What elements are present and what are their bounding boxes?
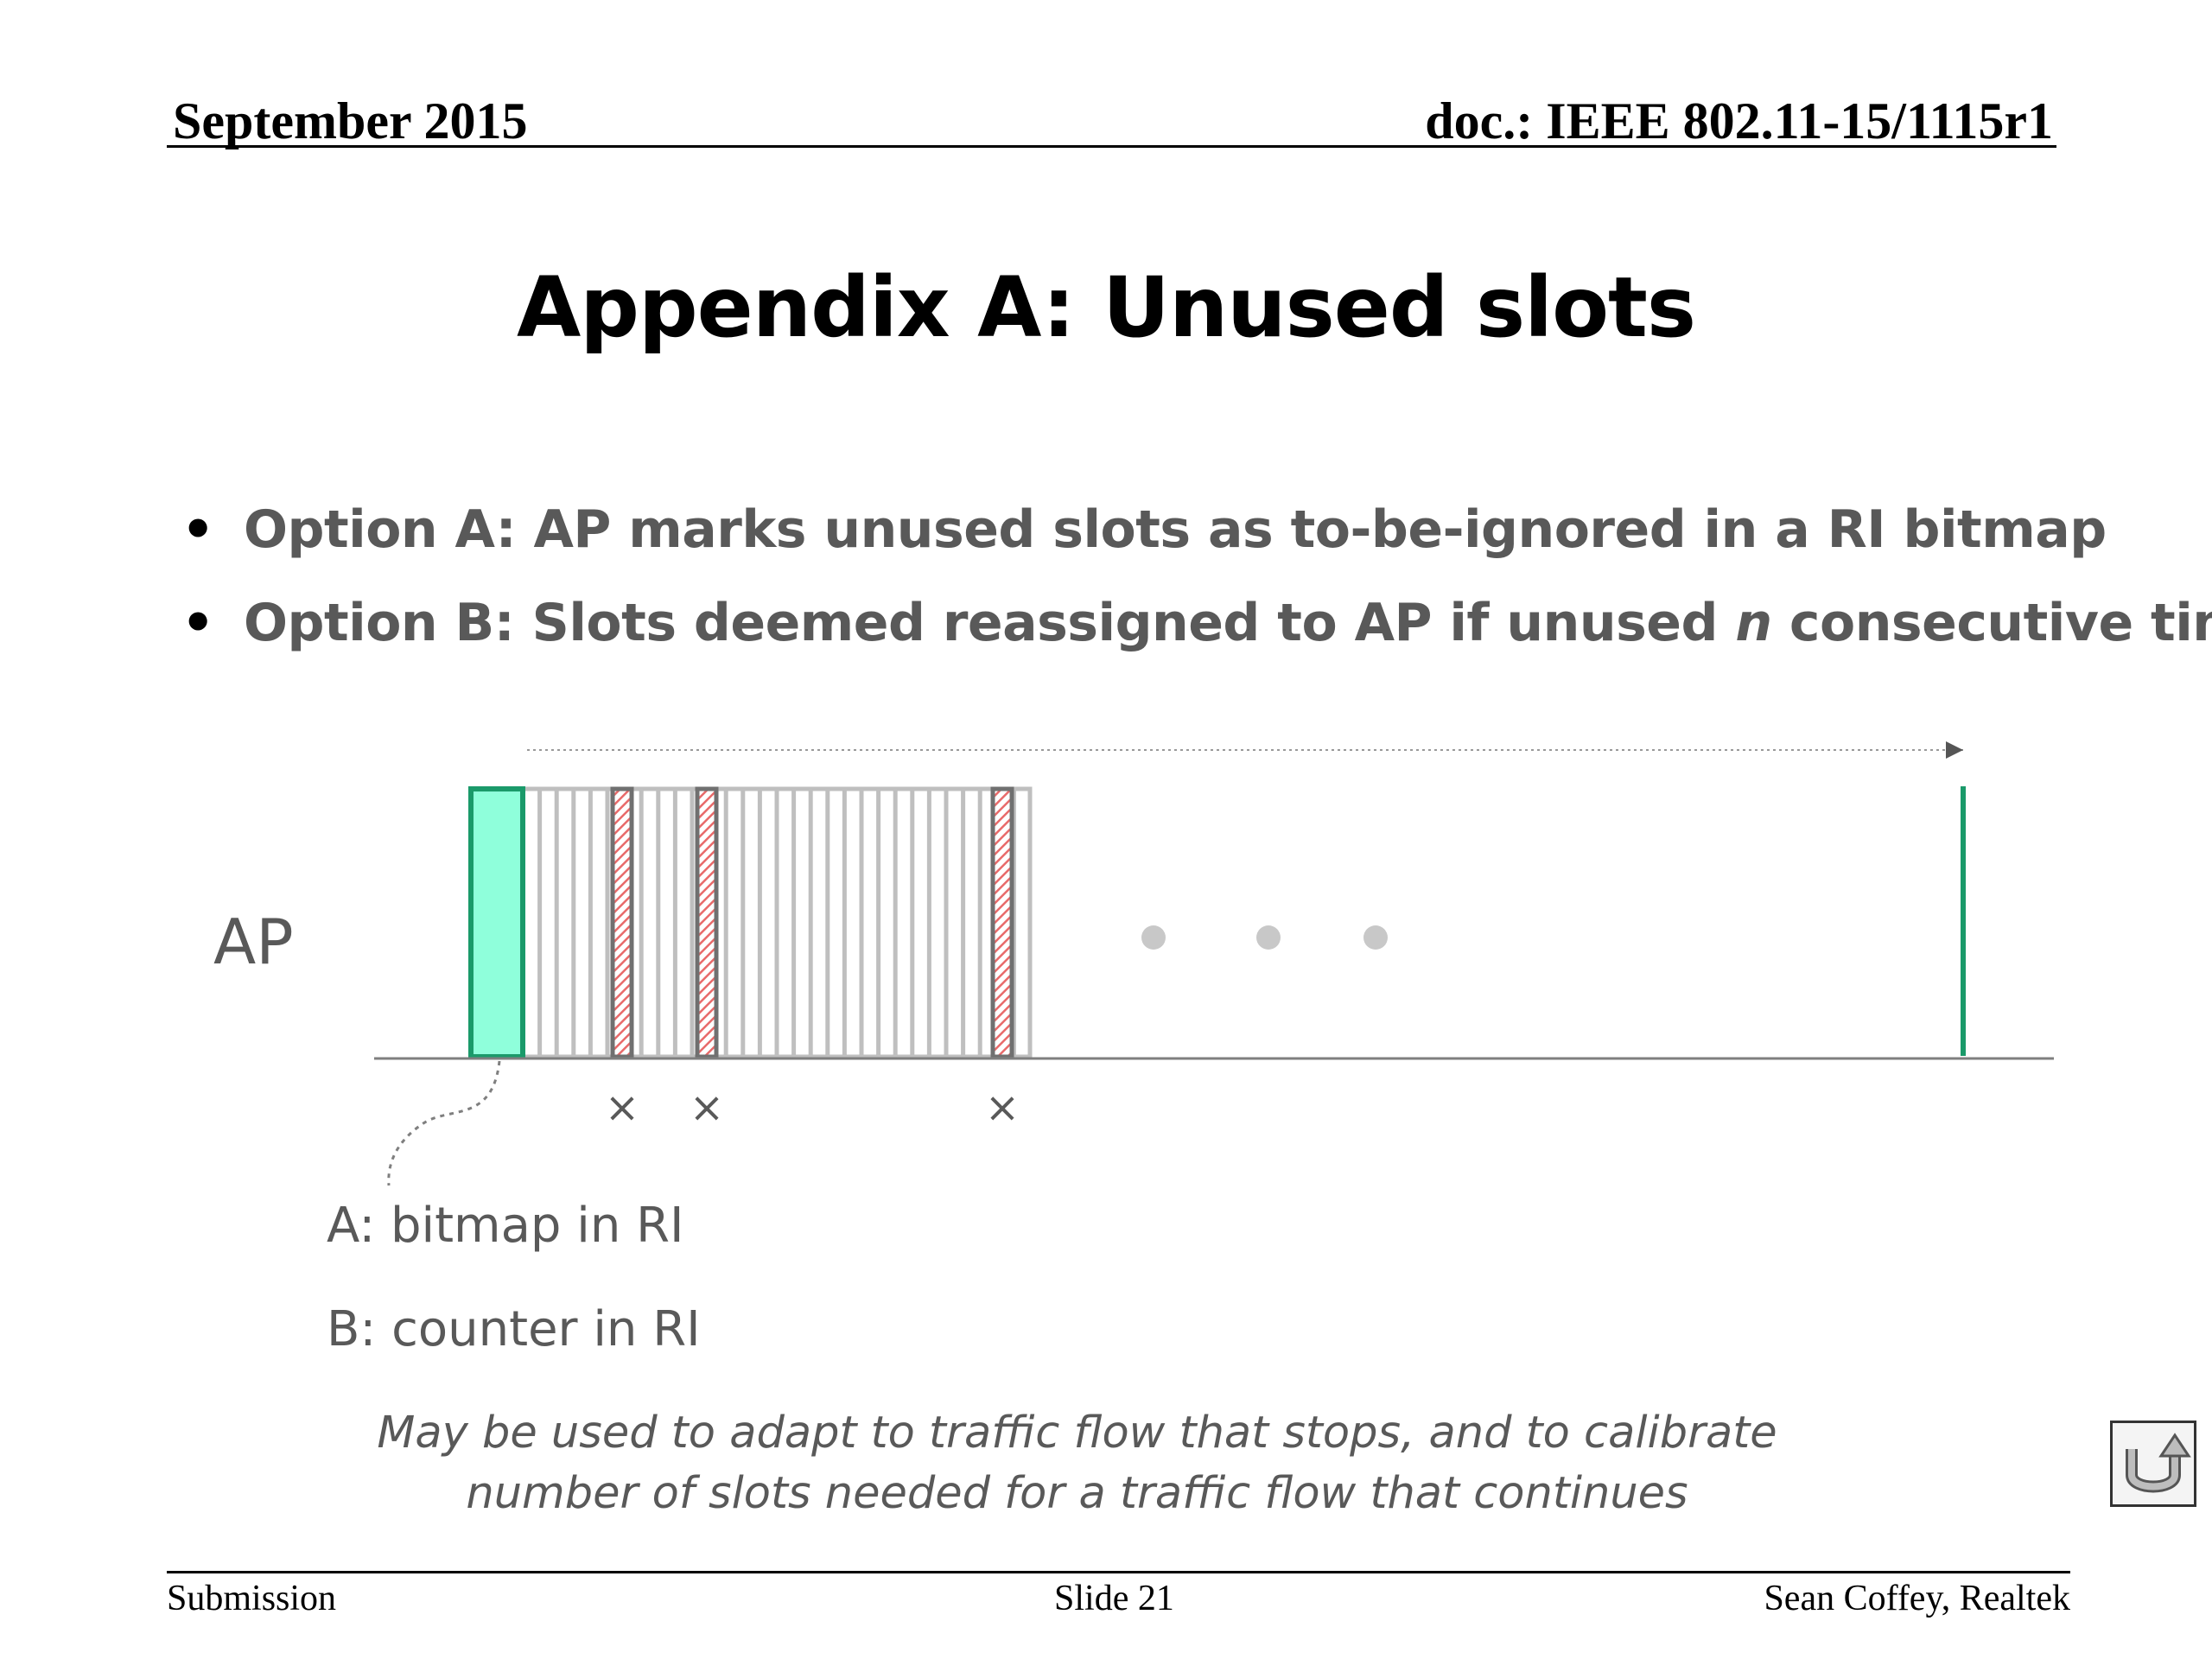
footer-submission: Submission: [167, 1579, 337, 1618]
header-doc-id: doc.: IEEE 802.11-15/1115r1: [1425, 92, 2053, 149]
bullet-option-b: • Option B: Slots deemed reassigned to AP…: [181, 593, 2212, 653]
return-button[interactable]: [2110, 1421, 2196, 1507]
bullet-text: Option A: AP marks unused slots as to-be…: [244, 499, 2107, 560]
slide-title: Appendix A: Unused slots: [516, 259, 1696, 356]
callout-line: [387, 1060, 501, 1186]
unused-slot: [610, 786, 634, 1059]
note-text: May be used to adapt to traffic flow tha…: [0, 1403, 2154, 1524]
bullet-marker: •: [181, 499, 214, 560]
unused-slot: [695, 786, 719, 1059]
footer-rule: [167, 1571, 2070, 1573]
footer-author: Sean Coffey, Realtek: [1764, 1579, 2070, 1618]
unused-marker: ×: [605, 1084, 639, 1132]
footer-slide-number: Slide 21: [1054, 1579, 1174, 1618]
unused-marker: ×: [985, 1084, 1020, 1132]
caption-option-a: A: bitmap in RI: [327, 1198, 684, 1254]
bullet-text-after: consecutive times: [1789, 593, 2212, 653]
header-date: September 2015: [173, 92, 528, 149]
header-rule: [167, 145, 2056, 148]
slot-group: [520, 786, 1033, 1059]
ap-label: AP: [213, 906, 294, 978]
ri-block: [468, 786, 525, 1059]
return-arrow-icon: [2126, 1433, 2191, 1493]
bullet-text-before: Option B: Slots deemed reassigned to AP …: [244, 593, 1736, 653]
ellipsis-dot: [1363, 925, 1388, 950]
bullet-marker: •: [181, 593, 214, 653]
ellipsis-dot: [1141, 925, 1166, 950]
unused-marker: ×: [690, 1084, 724, 1132]
note-line-1: May be used to adapt to traffic flow tha…: [377, 1408, 1777, 1459]
note-line-2: number of slots needed for a traffic flo…: [466, 1468, 1688, 1519]
unused-slot: [990, 786, 1014, 1059]
bullet-option-a: • Option A: AP marks unused slots as to-b…: [181, 499, 2107, 560]
caption-option-b: B: counter in RI: [327, 1301, 701, 1357]
ellipsis-dot: [1256, 925, 1281, 950]
bullet-text-italic: n: [1735, 593, 1772, 653]
